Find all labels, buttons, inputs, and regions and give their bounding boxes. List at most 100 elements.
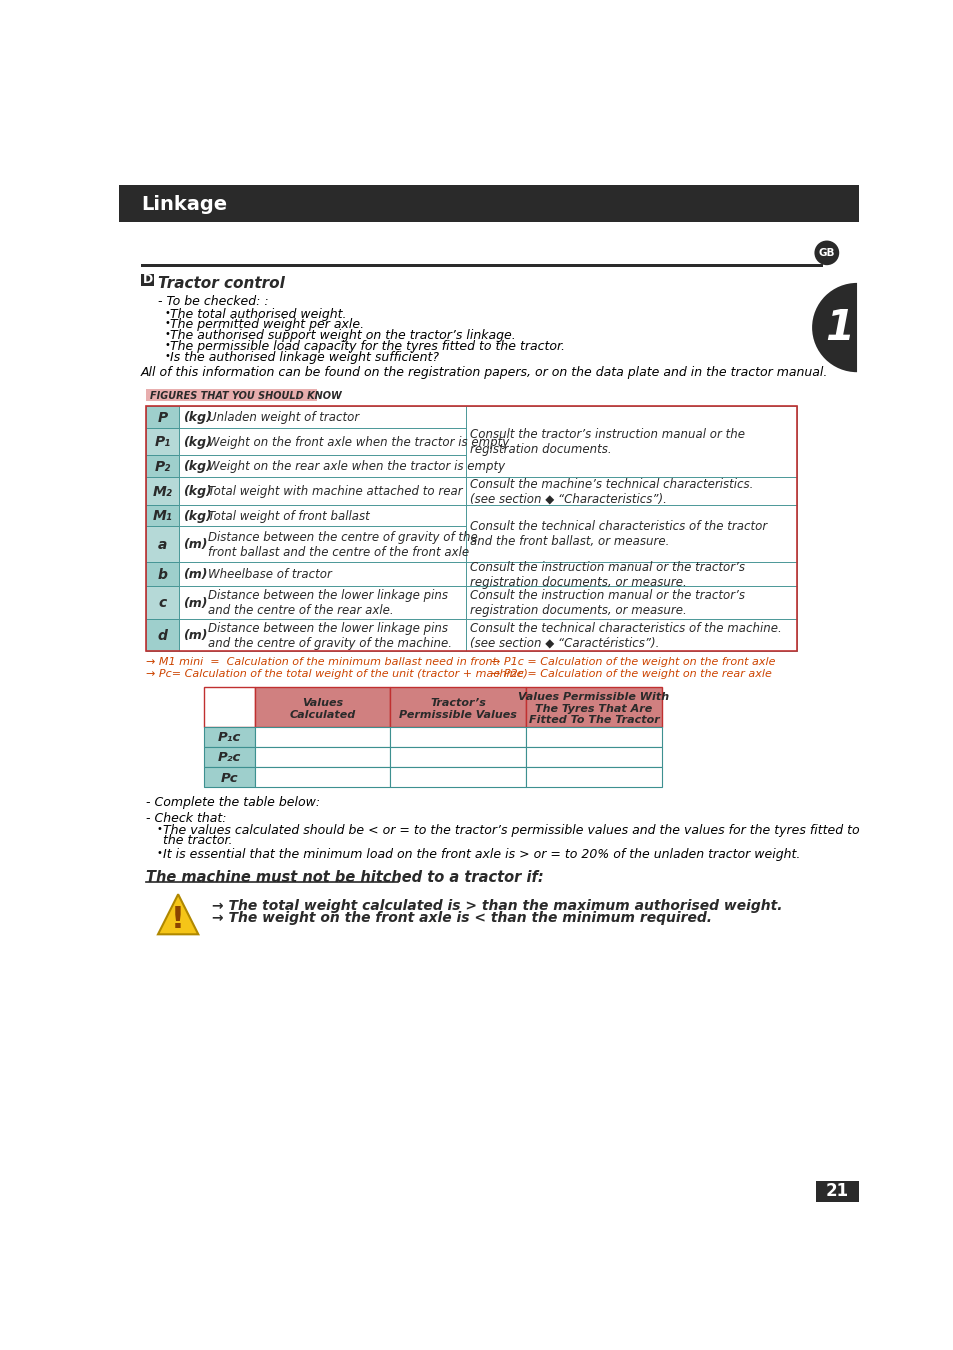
Text: c: c	[158, 597, 167, 610]
Text: FIGURES THAT YOU SHOULD KNOW: FIGURES THAT YOU SHOULD KNOW	[150, 392, 341, 401]
Bar	[465, 618, 797, 651]
Bar	[465, 586, 797, 618]
Text: •: •	[156, 848, 162, 859]
Bar	[204, 687, 254, 728]
Bar	[119, 185, 858, 221]
Text: P₁c: P₁c	[218, 732, 241, 744]
Bar	[465, 406, 797, 477]
Text: Wheelbase of tractor: Wheelbase of tractor	[208, 568, 331, 582]
Text: Total weight of front ballast: Total weight of front ballast	[208, 510, 369, 522]
Text: Distance between the centre of gravity of the
front ballast and the centre of th: Distance between the centre of gravity o…	[208, 531, 476, 559]
Text: Consult the technical characteristics of the machine.
(see section ◆ “Caractéris: Consult the technical characteristics of…	[470, 621, 781, 649]
Text: •: •	[164, 340, 170, 350]
Text: 21: 21	[825, 1183, 848, 1200]
Text: The total authorised weight.: The total authorised weight.	[171, 308, 347, 320]
Bar	[525, 728, 661, 747]
Text: - To be checked: :: - To be checked: :	[158, 296, 269, 308]
Text: (kg): (kg)	[183, 412, 212, 424]
Text: (kg): (kg)	[183, 485, 212, 498]
Bar	[204, 767, 254, 787]
Text: (m): (m)	[183, 629, 207, 643]
Text: •: •	[164, 308, 170, 317]
Bar	[390, 728, 525, 747]
Text: The authorised support weight on the tractor’s linkage.: The authorised support weight on the tra…	[171, 329, 516, 342]
Text: Is the authorised linkage weight sufficient?: Is the authorised linkage weight suffici…	[171, 351, 439, 363]
Bar	[254, 687, 390, 728]
Text: (kg): (kg)	[183, 460, 212, 474]
Text: Distance between the lower linkage pins
and the centre of gravity of the machine: Distance between the lower linkage pins …	[208, 621, 451, 649]
Text: (m): (m)	[183, 597, 207, 610]
Bar	[146, 526, 179, 562]
Bar	[179, 477, 465, 505]
Bar	[179, 618, 465, 651]
Text: •: •	[156, 825, 162, 834]
Bar	[465, 477, 797, 505]
Bar	[179, 455, 465, 477]
Bar	[146, 562, 179, 586]
Text: P₁: P₁	[154, 435, 171, 450]
Text: The permitted weight per axle.: The permitted weight per axle.	[171, 319, 364, 331]
Text: P₂: P₂	[154, 460, 171, 474]
Text: → P1c = Calculation of the weight on the front axle: → P1c = Calculation of the weight on the…	[491, 657, 775, 667]
Text: P₂c: P₂c	[218, 752, 241, 764]
Text: M₁: M₁	[152, 509, 172, 524]
Bar	[146, 455, 179, 477]
Text: •: •	[164, 319, 170, 328]
Wedge shape	[811, 284, 856, 373]
Text: D: D	[142, 273, 152, 286]
Text: (kg): (kg)	[183, 510, 212, 522]
Text: - Check that:: - Check that:	[146, 811, 227, 825]
Circle shape	[814, 240, 839, 265]
Text: Total weight with machine attached to rear: Total weight with machine attached to re…	[208, 485, 462, 498]
Bar	[146, 428, 179, 455]
Bar	[254, 747, 390, 767]
Text: Tractor’s
Permissible Values: Tractor’s Permissible Values	[399, 698, 517, 720]
Text: P: P	[157, 410, 168, 425]
Text: (m): (m)	[183, 539, 207, 551]
Text: Consult the machine’s technical characteristics.
(see section ◆ “Characteristics: Consult the machine’s technical characte…	[470, 478, 753, 505]
Bar	[146, 586, 179, 618]
Bar	[179, 586, 465, 618]
Text: 1: 1	[824, 306, 854, 348]
Bar	[141, 274, 154, 286]
Text: Values
Calculated: Values Calculated	[290, 698, 355, 720]
Bar	[146, 505, 179, 526]
Text: Tractor control: Tractor control	[158, 275, 285, 292]
Bar	[141, 265, 822, 267]
Text: All of this information can be found on the registration papers, or on the data : All of this information can be found on …	[141, 366, 827, 379]
Text: → Pc= Calculation of the total weight of the unit (tractor + machine): → Pc= Calculation of the total weight of…	[146, 668, 528, 679]
Text: •: •	[164, 329, 170, 339]
Bar	[179, 526, 465, 562]
Bar	[179, 428, 465, 455]
Text: Distance between the lower linkage pins
and the centre of the rear axle.: Distance between the lower linkage pins …	[208, 589, 447, 617]
Bar	[179, 562, 465, 586]
Text: → P2c = Calculation of the weight on the rear axle: → P2c = Calculation of the weight on the…	[491, 668, 771, 679]
FancyBboxPatch shape	[146, 389, 316, 401]
Text: M₂: M₂	[152, 485, 172, 498]
Bar	[390, 767, 525, 787]
Bar	[390, 687, 525, 728]
Text: Consult the instruction manual or the tractor’s
registration documents, or measu: Consult the instruction manual or the tr…	[470, 589, 744, 617]
Bar	[254, 767, 390, 787]
Bar	[525, 747, 661, 767]
Text: The machine must not be hitched to a tractor if:: The machine must not be hitched to a tra…	[146, 869, 543, 884]
Text: It is essential that the minimum load on the front axle is > or = to 20% of the : It is essential that the minimum load on…	[162, 848, 800, 861]
Text: Weight on the rear axle when the tractor is empty: Weight on the rear axle when the tractor…	[208, 460, 504, 474]
Bar	[390, 747, 525, 767]
Text: The values calculated should be < or = to the tractor’s permissible values and t: The values calculated should be < or = t…	[162, 825, 859, 837]
Text: GB: GB	[818, 248, 834, 258]
Bar	[146, 406, 797, 651]
Text: Values Permissible With
The Tyres That Are
Fitted To The Tractor: Values Permissible With The Tyres That A…	[517, 693, 669, 725]
Bar	[179, 505, 465, 526]
Bar	[179, 406, 465, 428]
Text: (m): (m)	[183, 568, 207, 582]
Text: Consult the instruction manual or the tractor’s
registration documents, or measu: Consult the instruction manual or the tr…	[470, 560, 744, 589]
Text: The permissible load capacity for the tyres fitted to the tractor.: The permissible load capacity for the ty…	[171, 340, 565, 352]
Bar	[525, 767, 661, 787]
Text: → The total weight calculated is > than the maximum authorised weight.: → The total weight calculated is > than …	[212, 899, 781, 913]
Text: Linkage: Linkage	[141, 194, 227, 213]
Text: Unladen weight of tractor: Unladen weight of tractor	[208, 412, 358, 424]
Bar	[815, 1181, 858, 1202]
Text: •: •	[164, 351, 170, 360]
Bar	[146, 477, 179, 505]
